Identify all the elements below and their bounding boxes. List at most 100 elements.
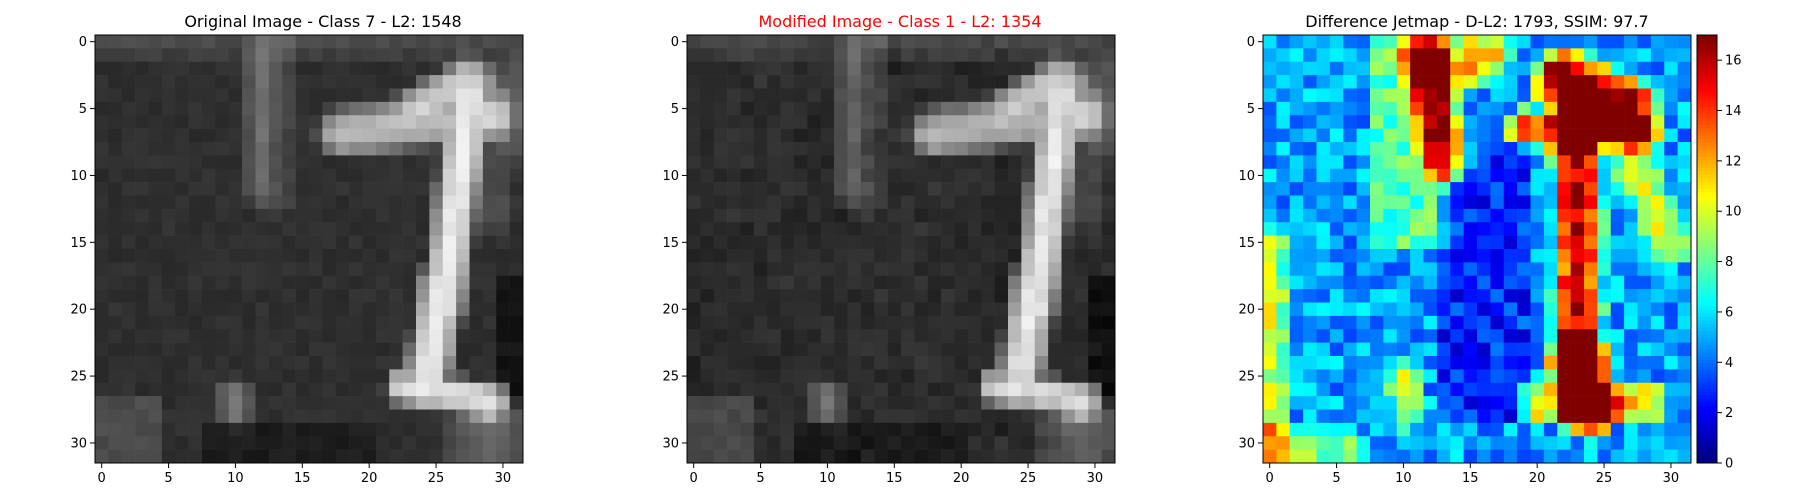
heatmap-cell (456, 436, 470, 450)
heatmap-cell (1624, 101, 1638, 116)
heatmap-cell (794, 48, 808, 63)
heatmap-cell (740, 48, 755, 63)
heatmap-cell (375, 142, 390, 156)
heatmap-cell (1370, 235, 1384, 250)
heatmap-cell (1329, 35, 1344, 49)
heatmap-cell (1276, 262, 1291, 277)
colorbar-segment (1697, 177, 1717, 182)
heatmap-cell (1624, 35, 1638, 49)
heatmap-cell (1356, 35, 1371, 49)
heatmap-cell (309, 356, 323, 370)
heatmap-cell (1490, 35, 1505, 49)
heatmap-cell (1584, 142, 1598, 156)
heatmap-cell (108, 235, 123, 250)
heatmap-cell (1048, 436, 1062, 450)
heatmap-cell (1677, 115, 1692, 129)
heatmap-cell (202, 396, 216, 410)
heatmap-cell (1370, 182, 1384, 196)
heatmap-cell (820, 61, 835, 76)
heatmap-cell (1517, 235, 1531, 250)
heatmap-cell (713, 182, 728, 196)
heatmap-cell (740, 182, 755, 196)
heatmap-cell (941, 249, 955, 263)
heatmap-cell (95, 356, 109, 370)
heatmap-cell (1343, 262, 1357, 277)
heatmap-cell (1396, 155, 1411, 170)
heatmap-cell (362, 275, 377, 290)
heatmap-cell (175, 262, 189, 277)
heatmap-cell (834, 35, 848, 49)
heatmap-cell (1101, 449, 1116, 464)
colorbar-segment (1697, 405, 1717, 410)
heatmap-cell (188, 182, 203, 196)
heatmap-cell (834, 222, 848, 236)
heatmap-cell (1423, 369, 1438, 384)
heatmap-cell (175, 289, 189, 303)
heatmap-cell (1074, 315, 1089, 330)
heatmap-cell (1356, 249, 1371, 263)
heatmap-cell (981, 61, 995, 76)
heatmap-cell (161, 369, 176, 384)
heatmap-cell (1289, 369, 1304, 384)
heatmap-cell (1316, 88, 1331, 103)
heatmap-cell (482, 182, 497, 196)
heatmap-cell (687, 182, 701, 196)
heatmap-cell (740, 155, 755, 170)
heatmap-cell (282, 88, 296, 103)
heatmap-cell (188, 155, 203, 170)
heatmap-cell (700, 382, 715, 397)
heatmap-cell (1370, 155, 1384, 170)
heatmap-cell (927, 275, 942, 290)
heatmap-cell (981, 208, 995, 223)
heatmap-cell (295, 315, 310, 330)
heatmap-cell (496, 208, 510, 223)
heatmap-cell (780, 115, 795, 129)
heatmap-cell (687, 289, 701, 303)
heatmap-cell (1303, 409, 1317, 424)
colorbar-segment (1697, 152, 1717, 157)
heatmap-cell (1423, 142, 1438, 156)
heatmap-cell (1383, 168, 1398, 183)
heatmap-cell (349, 208, 363, 223)
x-tick-label: 0 (1266, 471, 1274, 486)
heatmap-cell (847, 262, 862, 277)
heatmap-cell (1356, 289, 1371, 303)
heatmap-cell (1370, 142, 1384, 156)
heatmap-cell (1650, 409, 1665, 424)
heatmap-cell (482, 302, 497, 317)
heatmap-cell (1530, 249, 1545, 263)
heatmap-cell (1637, 342, 1652, 357)
heatmap-cell (1557, 356, 1571, 370)
heatmap-cell (794, 315, 808, 330)
heatmap-cell (1356, 142, 1371, 156)
heatmap-cell (1383, 249, 1398, 263)
heatmap-cell (1008, 329, 1022, 343)
heatmap-cell (416, 369, 430, 384)
heatmap-cell (416, 222, 430, 236)
heatmap-cell (967, 262, 982, 277)
heatmap-cell (148, 115, 163, 129)
heatmap-cell (402, 128, 417, 143)
heatmap-cell (1061, 182, 1076, 196)
heatmap-cell (95, 101, 109, 116)
heatmap-cell (1356, 155, 1371, 170)
heatmap-cell (268, 396, 283, 410)
heatmap-cell (1463, 168, 1478, 183)
heatmap-cell (1490, 168, 1505, 183)
heatmap-cell (135, 235, 149, 250)
heatmap-cell (914, 128, 929, 143)
heatmap-cell (1477, 88, 1491, 103)
heatmap-cell (255, 101, 270, 116)
heatmap-cell (1463, 342, 1478, 357)
heatmap-cell (215, 115, 230, 129)
heatmap-cell (282, 315, 296, 330)
heatmap-cell (1356, 342, 1371, 357)
heatmap-cell (740, 262, 755, 277)
heatmap-cell (981, 329, 995, 343)
heatmap-cell (255, 249, 270, 263)
heatmap-cell (1303, 235, 1317, 250)
heatmap-cell (994, 315, 1009, 330)
colorbar-segment (1697, 395, 1717, 400)
heatmap-cell (1570, 396, 1585, 410)
heatmap-cell (121, 315, 136, 330)
